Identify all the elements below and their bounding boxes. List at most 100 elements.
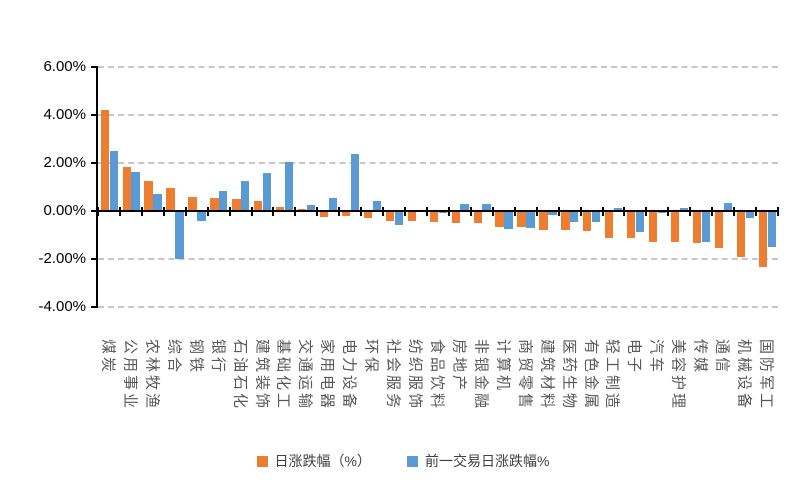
bar-日涨跌幅（%）-传媒 [692, 212, 702, 244]
gridline [98, 114, 778, 116]
legend-item-prev-day-change: 前一交易日涨跌幅% [407, 451, 549, 471]
x-axis-label-text: 银行 [209, 339, 227, 376]
category-tick [360, 207, 363, 216]
bar-日涨跌幅（%）-电子 [627, 212, 636, 239]
bar-日涨跌幅（%）-轻工制造 [605, 212, 614, 238]
x-axis-label-建筑装饰: 建筑装饰 [252, 339, 274, 444]
bar-前一交易日涨跌幅%-石油石化 [241, 181, 250, 211]
bar-日涨跌幅（%）-有色金属 [583, 212, 592, 231]
x-axis-label-医药生物: 医药生物 [559, 339, 581, 444]
bar-日涨跌幅（%）-商贸零售 [517, 212, 526, 227]
category-tick [118, 207, 121, 216]
bar-前一交易日涨跌幅%-环保 [372, 200, 382, 211]
x-axis-label-text: 计算机 [494, 339, 512, 394]
y-axis-label: 4.00% [43, 106, 86, 123]
x-axis-label-通信: 通信 [712, 339, 734, 444]
x-axis-label-家用电器: 家用电器 [317, 339, 339, 444]
category-tick [404, 207, 407, 216]
y-axis-label: 2.00% [43, 154, 86, 171]
category-tick [447, 207, 450, 216]
bar-前一交易日涨跌幅%-银行 [219, 191, 228, 211]
x-axis-label-电子: 电子 [624, 339, 646, 444]
y-axis-tick [91, 258, 98, 260]
x-axis-label-text: 商贸零售 [516, 339, 534, 412]
category-tick [623, 207, 626, 216]
bar-前一交易日涨跌幅%-食品饮料 [438, 212, 447, 213]
category-tick [733, 207, 736, 216]
category-tick [469, 207, 472, 216]
bar-前一交易日涨跌幅%-有色金属 [592, 212, 601, 222]
bar-日涨跌幅（%）-纺织服饰 [407, 212, 416, 222]
bar-日涨跌幅（%）-建筑材料 [539, 212, 548, 231]
y-axis-label: 6.00% [43, 58, 86, 75]
bar-前一交易日涨跌幅%-房地产 [460, 204, 469, 211]
legend-swatch-blue [407, 455, 418, 467]
bar-前一交易日涨跌幅%-汽车 [657, 212, 667, 214]
x-axis-label-传媒: 传媒 [690, 339, 712, 444]
chart-legend: 日涨跌幅（%） 前一交易日涨跌幅% [0, 451, 806, 471]
x-axis-label-text: 食品饮料 [428, 339, 446, 412]
bar-日涨跌幅（%）-食品饮料 [429, 212, 438, 223]
y-axis-tick [91, 306, 98, 308]
x-axis-label-非银金融: 非银金融 [471, 339, 493, 444]
category-tick [601, 207, 604, 216]
bar-日涨跌幅（%）-银行 [210, 197, 219, 211]
x-axis-label-text: 纺织服饰 [406, 339, 424, 412]
y-axis-line [96, 66, 98, 308]
category-tick [711, 207, 714, 216]
bar-日涨跌幅（%）-社会服务 [385, 212, 395, 222]
x-axis-label-text: 电子 [625, 339, 643, 376]
bar-日涨跌幅（%）-钢铁 [188, 196, 197, 211]
category-tick [228, 207, 231, 216]
x-axis-label-text: 钢铁 [187, 339, 205, 376]
x-axis-label-有色金属: 有色金属 [581, 339, 603, 444]
bar-日涨跌幅（%）-国防军工 [758, 212, 767, 268]
y-axis-label: 0.00% [43, 202, 86, 219]
x-axis-label-text: 综合 [165, 339, 183, 376]
x-axis-label-text: 建筑装饰 [253, 339, 270, 412]
x-axis-label-text: 家用电器 [318, 339, 336, 412]
x-axis-label-text: 基础化工 [274, 339, 292, 412]
category-tick [645, 207, 648, 216]
category-tick [755, 207, 758, 216]
bar-日涨跌幅（%）-计算机 [495, 212, 504, 227]
category-tick [184, 207, 187, 216]
x-axis-label-房地产: 房地产 [449, 339, 471, 444]
bar-日涨跌幅（%）-石油石化 [232, 199, 241, 211]
x-axis-label-text: 美容护理 [669, 339, 687, 412]
x-axis-label-商贸零售: 商贸零售 [515, 339, 537, 444]
x-axis-label-text: 国防军工 [757, 339, 775, 412]
bar-前一交易日涨跌幅%-商贸零售 [526, 212, 535, 228]
category-tick [579, 207, 582, 216]
x-axis-label-text: 电力设备 [340, 339, 358, 412]
x-axis-label-计算机: 计算机 [493, 339, 515, 444]
x-axis-label-公用事业: 公用事业 [120, 339, 142, 444]
y-axis-tick [91, 66, 98, 68]
x-axis-label-基础化工: 基础化工 [273, 339, 295, 444]
bar-前一交易日涨跌幅%-电力设备 [350, 154, 360, 211]
category-tick [689, 207, 692, 216]
legend-label: 前一交易日涨跌幅% [425, 453, 550, 469]
bar-前一交易日涨跌幅%-综合 [175, 212, 184, 259]
x-axis-label-钢铁: 钢铁 [186, 339, 208, 444]
x-axis-label-煤炭: 煤炭 [98, 339, 120, 444]
bar-前一交易日涨跌幅%-基础化工 [284, 161, 294, 211]
bar-前一交易日涨跌幅%-传媒 [701, 212, 711, 242]
category-tick [426, 207, 429, 216]
bar-前一交易日涨跌幅%-钢铁 [197, 212, 206, 222]
category-tick [535, 207, 538, 216]
category-tick [777, 207, 779, 216]
x-axis-label-text: 有色金属 [582, 339, 600, 412]
bar-前一交易日涨跌幅%-医药生物 [570, 212, 579, 222]
x-axis-label-text: 通信 [713, 339, 731, 376]
category-tick [513, 207, 516, 216]
bar-前一交易日涨跌幅%-机械设备 [745, 212, 754, 219]
legend-item-daily-change: 日涨跌幅（%） [256, 451, 371, 471]
bar-前一交易日涨跌幅%-计算机 [504, 212, 513, 229]
x-axis-label-text: 房地产 [450, 339, 468, 394]
x-axis-label-text: 煤炭 [99, 339, 117, 376]
category-tick [97, 207, 99, 216]
category-tick [491, 207, 494, 216]
bar-前一交易日涨跌幅%-非银金融 [482, 204, 491, 211]
category-tick [667, 207, 670, 216]
